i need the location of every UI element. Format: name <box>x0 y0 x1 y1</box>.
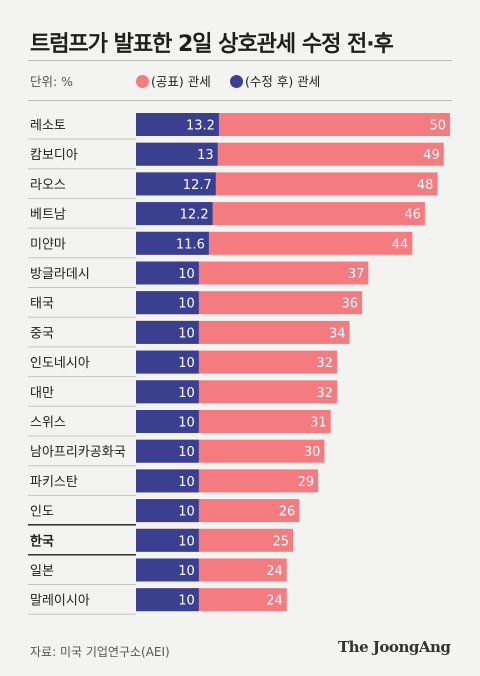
value-label-announced: 24 <box>266 564 283 579</box>
brand-logo: The JoongAng <box>338 638 451 656</box>
value-label-announced: 29 <box>298 475 315 490</box>
legend-label-revised: (수정 후) 관세 <box>245 74 321 89</box>
value-label-announced: 32 <box>316 386 333 401</box>
value-label-announced: 30 <box>304 445 321 460</box>
value-label-revised: 10 <box>178 267 195 282</box>
category-label: 레소토 <box>30 119 66 134</box>
bar-revised <box>136 172 216 196</box>
value-label-revised: 10 <box>178 326 195 341</box>
value-label-announced: 44 <box>392 237 409 252</box>
value-label-revised: 11.6 <box>176 237 205 252</box>
source-note: 자료: 미국 기업연구소(AEI) <box>30 645 170 659</box>
category-label: 방글라데시 <box>30 267 90 282</box>
category-label: 베트남 <box>30 208 66 223</box>
category-label: 스위스 <box>30 416 66 431</box>
value-label-announced: 46 <box>404 208 421 223</box>
bar-revised <box>136 202 213 226</box>
category-label: 남아프리카공화국 <box>30 445 126 460</box>
category-label: 파키스탄 <box>30 475 78 490</box>
value-label-revised: 10 <box>178 534 195 549</box>
category-label: 태국 <box>30 297 54 312</box>
value-label-announced: 32 <box>316 356 333 371</box>
legend-item-revised: (수정 후) 관세 <box>230 71 320 90</box>
bar-revised <box>136 261 199 285</box>
value-label-announced: 36 <box>342 297 359 312</box>
title-rule <box>28 60 452 61</box>
value-label-revised: 12.2 <box>180 208 209 223</box>
value-label-revised: 10 <box>178 297 195 312</box>
value-label-revised: 10 <box>178 386 195 401</box>
category-label: 인도 <box>30 505 54 520</box>
value-label-announced: 26 <box>279 505 296 520</box>
value-label-revised: 10 <box>178 356 195 371</box>
value-label-announced: 24 <box>266 594 283 609</box>
bar-revised <box>136 588 199 612</box>
value-label-announced: 31 <box>310 416 327 431</box>
bar-revised <box>136 380 199 404</box>
value-label-announced: 34 <box>329 326 346 341</box>
bar-revised <box>136 113 219 136</box>
bar-revised <box>136 499 199 523</box>
value-label-revised: 10 <box>178 564 195 579</box>
category-label: 인도네시아 <box>30 356 90 371</box>
value-label-revised: 10 <box>178 445 195 460</box>
value-label-revised: 12.7 <box>183 178 212 193</box>
category-label: 라오스 <box>30 178 66 193</box>
value-label-announced: 37 <box>348 267 365 282</box>
legend-item-announced: (공표) 관세 <box>136 71 211 90</box>
bar-revised <box>136 528 199 552</box>
bar-revised <box>136 142 218 166</box>
bar-revised <box>136 350 199 374</box>
bar-revised <box>136 439 199 463</box>
legend-swatch-revised <box>230 75 243 88</box>
bar-revised <box>136 291 199 315</box>
value-label-revised: 13.2 <box>186 119 215 134</box>
category-label: 대만 <box>30 386 54 401</box>
value-label-announced: 48 <box>417 178 434 193</box>
legend-label-announced: (공표) 관세 <box>151 74 211 89</box>
category-label: 일본 <box>30 564 54 579</box>
value-label-revised: 10 <box>178 505 195 520</box>
value-label-revised: 13 <box>197 148 214 163</box>
bar-revised <box>136 410 199 433</box>
legend-swatch-announced <box>136 75 149 88</box>
bar-revised <box>136 320 199 344</box>
bar-revised <box>136 558 199 582</box>
value-label-revised: 10 <box>178 594 195 609</box>
value-label-revised: 10 <box>178 475 195 490</box>
chart-title: 트럼프가 발표한 2일 상호관세 수정 전·후 <box>30 32 394 57</box>
value-label-announced: 25 <box>272 534 289 549</box>
category-label: 미얀마 <box>30 237 66 252</box>
value-label-announced: 49 <box>423 148 440 163</box>
bar-revised <box>136 231 209 255</box>
category-label: 한국 <box>30 533 54 549</box>
category-label: 말레이시아 <box>30 594 90 609</box>
unit-label: 단위: % <box>30 74 74 89</box>
value-label-announced: 50 <box>429 119 446 134</box>
category-label: 캄보디아 <box>30 148 78 163</box>
value-label-revised: 10 <box>178 416 195 431</box>
header-divider <box>28 100 452 101</box>
category-label: 중국 <box>30 326 54 341</box>
bar-revised <box>136 469 199 493</box>
